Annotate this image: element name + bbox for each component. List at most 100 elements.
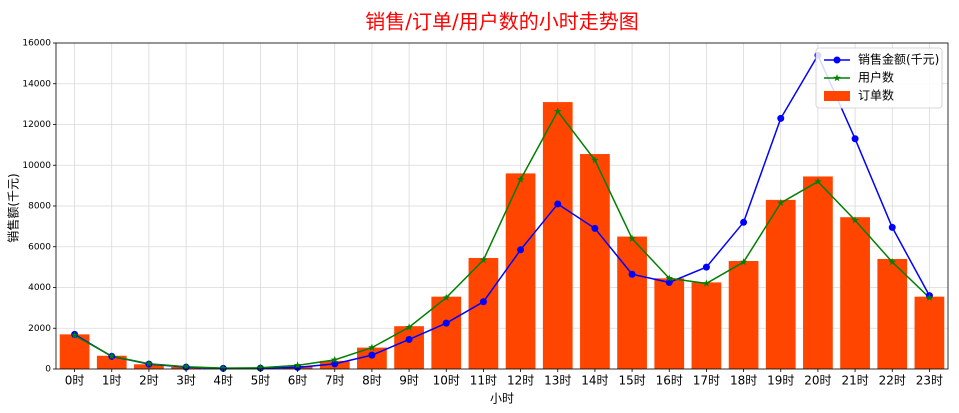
data-point	[740, 218, 748, 226]
data-point	[665, 278, 673, 286]
y-tick-label: 2000	[28, 324, 51, 334]
chart-title: 销售/订单/用户数的小时走势图	[365, 10, 638, 34]
x-tick-label: 7时	[325, 374, 345, 388]
bar	[505, 173, 536, 369]
x-tick-label: 16时	[656, 374, 683, 388]
data-point	[554, 200, 562, 208]
x-tick-label: 10时	[433, 374, 460, 388]
bar	[580, 154, 610, 369]
series-line	[74, 109, 930, 369]
data-point	[293, 361, 302, 369]
bar	[728, 261, 759, 369]
x-tick-label: 8时	[362, 374, 382, 388]
bar	[617, 236, 647, 369]
bar	[468, 257, 499, 369]
bar	[840, 217, 870, 369]
data-point	[256, 363, 265, 372]
data-point	[776, 198, 785, 207]
x-tick-label: 18时	[730, 374, 757, 388]
legend-swatch	[824, 91, 850, 101]
x-tick-label: 23时	[916, 374, 943, 388]
data-point	[925, 293, 934, 301]
bar	[914, 296, 945, 369]
x-axis-ticks: 0时 1时 2时 3时 4时 5时 6时 7时 8时 9时 10时 11时 12时 13时 14时 15时 16…	[65, 369, 943, 388]
x-tick-label: 5时	[251, 374, 271, 388]
data-point	[851, 135, 859, 143]
x-tick-label: 4时	[213, 374, 233, 388]
y-tick-label: 8000	[28, 202, 51, 212]
legend-label: 订单数	[858, 88, 894, 103]
legend-label: 销售金额(千元)	[858, 52, 939, 67]
x-tick-label: 19时	[767, 374, 794, 388]
y-tick-label: 14000	[22, 79, 51, 89]
x-tick-label: 11时	[470, 374, 497, 388]
data-point	[331, 360, 339, 368]
x-tick-label: 1时	[102, 374, 122, 388]
data-point	[442, 293, 451, 301]
y-tick-label: 12000	[22, 120, 51, 130]
bar	[59, 334, 90, 369]
data-point	[219, 364, 228, 372]
data-point	[628, 234, 636, 242]
data-point	[405, 335, 413, 343]
bar	[96, 355, 127, 369]
data-point	[479, 255, 488, 264]
data-point	[591, 224, 599, 232]
data-point	[814, 177, 822, 185]
bar	[691, 282, 722, 369]
bars	[59, 102, 945, 370]
data-point	[145, 359, 153, 367]
data-point	[516, 175, 525, 183]
data-point	[591, 156, 599, 164]
x-tick-label: 12时	[507, 374, 534, 388]
x-tick-label: 13时	[544, 374, 571, 388]
x-tick-label: 14时	[581, 374, 608, 388]
x-tick-label: 2时	[139, 374, 159, 388]
series-lines	[74, 53, 931, 370]
x-tick-label: 3时	[176, 374, 196, 388]
legend-label: 用户数	[858, 70, 894, 85]
x-tick-label: 17时	[693, 374, 720, 388]
data-point	[739, 258, 748, 266]
bar	[431, 296, 462, 369]
y-tick-label: 4000	[28, 283, 51, 293]
y-tick-label: 10000	[22, 161, 51, 171]
data-point	[330, 355, 339, 364]
data-point	[479, 298, 487, 306]
bar	[654, 278, 685, 369]
data-point	[665, 274, 674, 282]
y-tick-label: 16000	[22, 39, 51, 49]
data-point	[368, 351, 376, 359]
x-axis-label: 小时	[490, 392, 514, 406]
series-line	[74, 53, 931, 370]
data-point	[628, 270, 636, 278]
data-point	[182, 362, 190, 370]
data-point	[517, 246, 525, 254]
x-tick-label: 15时	[618, 374, 645, 388]
data-point	[553, 107, 562, 115]
legend-marker	[833, 56, 841, 64]
x-tick-label: 0时	[65, 374, 85, 388]
legend-marker	[833, 74, 841, 82]
bar	[877, 258, 908, 369]
data-point	[442, 319, 450, 327]
y-axis-ticks: 0 2000 4000 6000 8000 10000 12000 14000 16000	[22, 39, 56, 375]
bar	[803, 176, 833, 369]
x-tick-label: 9时	[399, 374, 419, 388]
y-tick-label: 6000	[28, 242, 51, 252]
data-point	[851, 216, 859, 224]
x-tick-label: 6时	[288, 374, 308, 388]
data-point	[702, 279, 711, 287]
bar	[542, 102, 573, 370]
y-tick-label: 0	[45, 365, 51, 375]
data-point	[405, 323, 413, 331]
data-point	[70, 331, 79, 339]
data-point	[888, 258, 897, 266]
data-point	[888, 223, 896, 231]
y-axis-label: 销售额(千元)	[6, 173, 21, 242]
data-point	[702, 263, 710, 271]
data-point	[107, 352, 116, 360]
bar	[765, 199, 796, 369]
